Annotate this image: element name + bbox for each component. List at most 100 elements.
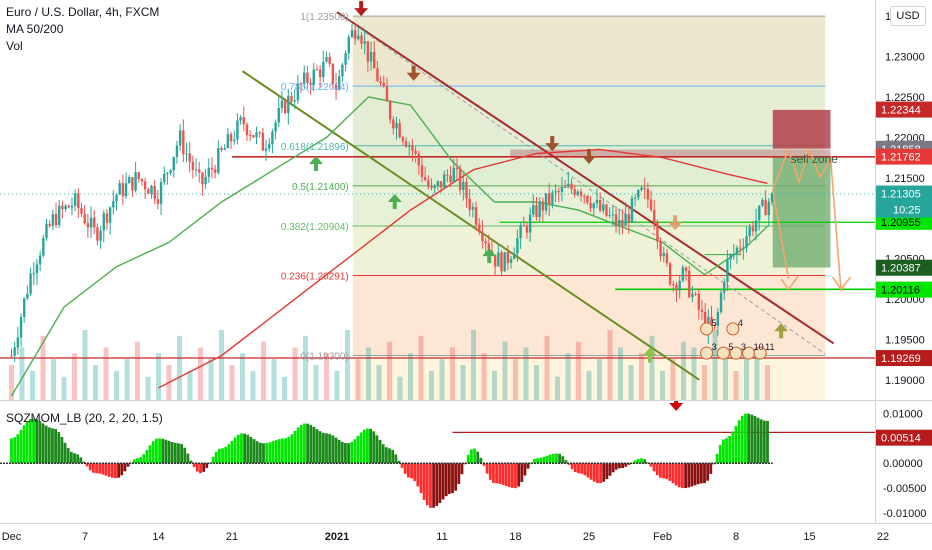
sqz-histogram-bar [498,463,502,484]
sqz-histogram-bar [756,417,760,464]
candle-body [140,178,144,182]
buy-arrow-shaft [779,330,784,339]
candle-body [500,252,503,272]
volume-bar [177,335,182,400]
sqz-histogram-bar [331,435,335,464]
sqz-histogram-bar [599,463,602,484]
buy-arrow-shaft [392,200,397,209]
sqz-histogram-bar [378,439,382,464]
sell-arrow-shaft [359,1,364,10]
candle-body [102,213,105,231]
candle-body [54,213,58,226]
candle-body [198,169,201,173]
symbol-title[interactable]: Euro / U.S. Dollar, 4h, FXCM [6,5,160,19]
sqz-histogram-bar [614,463,618,470]
event-flag-icon [700,322,714,336]
fib-diagonal [341,15,826,355]
fib-zone [352,185,826,226]
fib-zone-base [352,355,826,400]
candle-body [268,144,271,149]
candle-body [229,134,233,142]
time-tick-label: 11 [436,531,447,543]
currency-button[interactable]: USD [890,6,926,26]
candle-body [217,148,220,173]
sqz-histogram-bar [337,439,341,464]
sqz-histogram-bar [88,463,92,471]
event-badge-count: 4 [738,318,743,328]
sqz-histogram-bar [29,418,32,464]
sqz-histogram-bar [265,443,269,464]
volume-bar [502,341,508,400]
sqz-histogram-bar [63,442,67,464]
candle-body [280,100,284,108]
candle-body [748,226,751,237]
projection-arrow-2 [831,276,852,291]
candle-body [589,202,592,209]
sqz-histogram-bar [438,463,442,503]
sqz-histogram-bar [687,463,691,488]
candle-body [51,213,55,227]
candle-body [143,181,147,190]
volume-bar [429,370,434,400]
sqz-histogram-bar [129,462,133,464]
sqz-histogram-bar [681,463,684,489]
volume-bar [618,347,623,400]
sqz-histogram-bar [536,458,539,464]
candle-body [67,205,70,208]
sqz-histogram-bar [533,458,536,464]
candle-body [694,293,697,295]
sell-arrow-shaft [550,136,555,145]
candle-body [331,63,335,85]
candle-body [48,224,51,227]
candle-body [277,107,280,123]
price-label-bg [876,101,932,118]
sqz-histogram-bar [296,427,300,464]
candle-body [506,252,510,263]
buy-arrow-head [309,156,323,164]
sqz-histogram-bar [583,463,587,476]
sqz-histogram-bar [728,435,732,464]
volume-bar [313,365,319,400]
volume-bar [292,347,298,400]
candle-body [605,204,608,216]
sqz-histogram-bar [32,418,35,464]
resistance-band [510,149,831,157]
event-flag-icon [753,346,767,360]
countdown-bg [876,201,932,218]
sqz-histogram-bar [252,439,256,464]
sqz-histogram-bar [507,463,511,488]
sqz-histogram-bar [359,432,363,464]
volume-indicator-label[interactable]: Vol [6,39,23,53]
ma200-line [158,148,768,389]
event-badge-count: 3 [712,342,717,352]
candle-body [166,172,169,174]
candle-body [621,219,624,226]
volume-bar [555,376,560,400]
time-tick-label: 18 [509,531,521,543]
sqz-histogram-bar [665,463,669,480]
candle-body [525,226,529,233]
sqz-histogram-bar [589,463,593,480]
volume-bar [114,370,119,400]
candle-body [516,238,519,254]
sqz-histogram-bar [249,436,253,464]
sqz-histogram-bar [328,433,332,464]
sell-arrow [406,65,421,81]
candle-body [719,292,723,313]
candle-body [376,68,379,82]
price-label-bg [876,281,932,298]
sqz-histogram-bar [236,434,240,464]
sqz-histogram-bar [570,463,574,470]
time-tick-label: 22 [877,531,889,543]
candle-body [226,134,230,149]
sqzmom-title[interactable]: SQZMOM_LB (20, 2, 20, 1.5) [6,411,163,425]
candle-body [503,252,506,272]
price-tick-label: 1.21500 [885,173,925,185]
price-label-text: 1.22344 [881,105,921,117]
sqz-histogram-bar [268,442,272,464]
ma-indicator-label[interactable]: MA 50/200 [6,22,64,36]
candle-body [449,175,452,183]
candle-body [420,165,424,178]
